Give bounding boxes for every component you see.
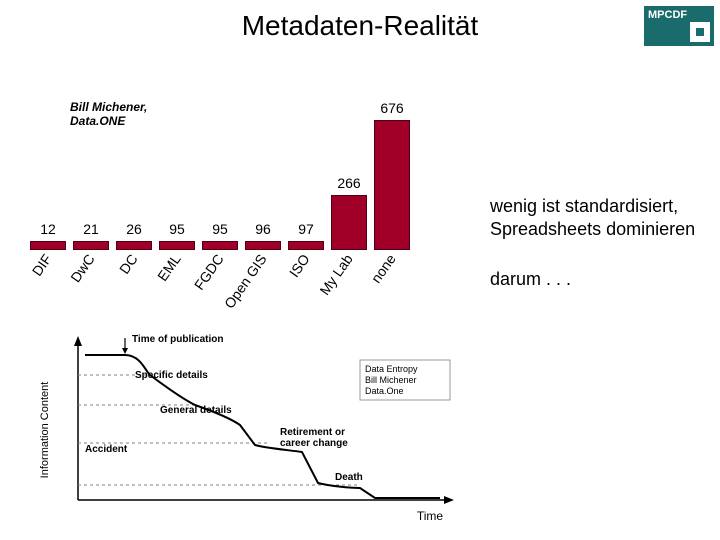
bar-value: 95 bbox=[159, 221, 195, 237]
mpcdf-logo: MPCDF bbox=[644, 6, 714, 46]
bar-category: ISO bbox=[284, 250, 313, 280]
bar-category: DIF bbox=[27, 250, 55, 279]
bar-category: My Lab bbox=[315, 250, 356, 298]
logo-text: MPCDF bbox=[648, 9, 687, 21]
bar-fgdc: 95FGDC bbox=[202, 241, 238, 250]
bar-fill bbox=[331, 195, 367, 250]
bar-fill bbox=[288, 241, 324, 250]
y-axis-label: Information Content bbox=[39, 382, 51, 479]
legend-1: Bill Michener bbox=[365, 375, 417, 385]
bar-fill bbox=[159, 241, 195, 250]
bar-category: DwC bbox=[66, 250, 98, 285]
bar-dif: 12DIF bbox=[30, 241, 66, 250]
bar-category: none bbox=[366, 250, 399, 286]
bar-fill bbox=[116, 241, 152, 250]
bar-dwc: 21DwC bbox=[73, 241, 109, 250]
bar-value: 26 bbox=[116, 221, 152, 237]
bar-fill bbox=[73, 241, 109, 250]
bar-value: 266 bbox=[331, 175, 367, 191]
bar-my-lab: 266My Lab bbox=[331, 195, 367, 250]
bar-none: 676none bbox=[374, 120, 410, 250]
bar-value: 96 bbox=[245, 221, 281, 237]
bar-iso: 97ISO bbox=[288, 241, 324, 250]
bar-value: 21 bbox=[73, 221, 109, 237]
bar-chart: 12DIF21DwC26DC95EML95FGDC96Open GIS97ISO… bbox=[30, 60, 470, 300]
bar-dc: 26DC bbox=[116, 241, 152, 250]
annot-specific: Specific details bbox=[135, 370, 208, 381]
annot-retire2: career change bbox=[280, 438, 348, 449]
information-decay-chart: Information Content Time Time of publica… bbox=[30, 330, 470, 530]
page-title: Metadaten-Realität bbox=[0, 10, 720, 42]
bar-fill bbox=[245, 241, 281, 250]
bar-fill bbox=[374, 120, 410, 250]
logo-icon bbox=[690, 22, 710, 42]
bar-value: 676 bbox=[374, 100, 410, 116]
legend-0: Data Entropy bbox=[365, 364, 418, 374]
annot-general: General details bbox=[160, 405, 232, 416]
commentary-line1: wenig ist standardisiert, Spreadsheets d… bbox=[490, 195, 695, 242]
annot-retire1: Retirement or bbox=[280, 427, 345, 438]
annot-publication: Time of publication bbox=[132, 334, 223, 345]
bar-fill bbox=[30, 241, 66, 250]
bar-fill bbox=[202, 241, 238, 250]
legend-2: Data.One bbox=[365, 386, 404, 396]
commentary-line3: darum . . . bbox=[490, 268, 571, 291]
bar-category: FGDC bbox=[189, 250, 226, 293]
bar-category: DC bbox=[114, 250, 140, 277]
bar-category: Open GIS bbox=[219, 250, 269, 311]
bar-value: 95 bbox=[202, 221, 238, 237]
bar-eml: 95EML bbox=[159, 241, 195, 250]
bar-value: 12 bbox=[30, 221, 66, 237]
bar-open-gis: 96Open GIS bbox=[245, 241, 281, 250]
annot-accident: Accident bbox=[85, 444, 128, 455]
bar-value: 97 bbox=[288, 221, 324, 237]
annot-death: Death bbox=[335, 472, 363, 483]
bar-category: EML bbox=[152, 250, 183, 284]
x-axis-label: Time bbox=[417, 509, 444, 523]
